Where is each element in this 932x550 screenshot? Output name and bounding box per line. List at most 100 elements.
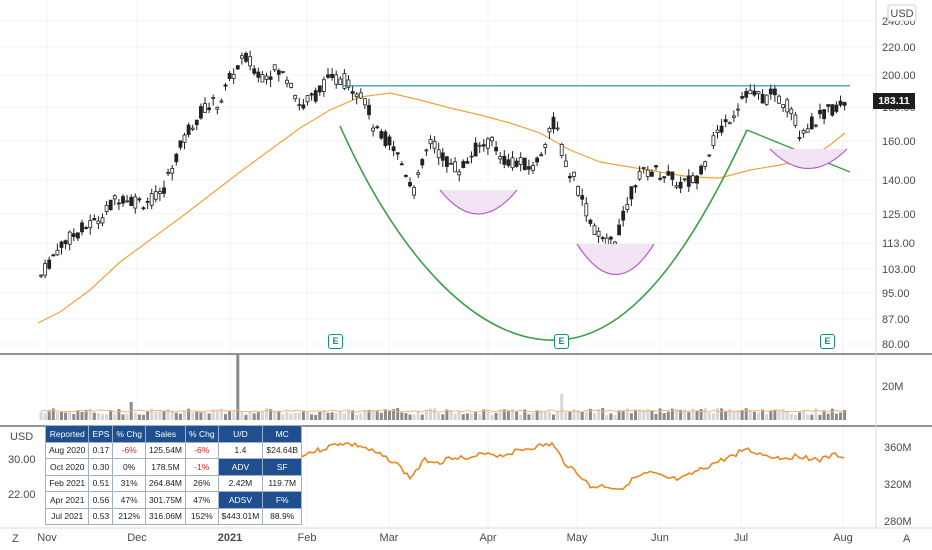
side-stat-cell: U/D (217, 425, 264, 443)
candle-body (707, 154, 712, 157)
volume-bar (465, 413, 469, 420)
volume-bar (133, 412, 137, 420)
candle-body (592, 225, 597, 235)
volume-bar (588, 408, 592, 420)
time-tick-label: Jun (651, 532, 669, 544)
volume-bar (716, 408, 719, 420)
volume-bar (429, 408, 432, 420)
candle-body (297, 104, 302, 107)
volume-bar (834, 413, 838, 420)
candle-body (494, 146, 499, 152)
candle-body (502, 155, 507, 165)
volume-bar (240, 411, 244, 420)
candle-body (293, 94, 298, 100)
corner-left-label[interactable]: Z (12, 533, 19, 545)
candle-body (510, 157, 515, 169)
lower-left-tick-label: 22.00 (8, 489, 36, 501)
volume-bar (363, 410, 367, 420)
volume-bar (666, 411, 670, 420)
candle-body (88, 220, 93, 229)
price-tick-label: 103.00 (882, 264, 916, 276)
volume-bar (728, 408, 732, 420)
candle-body (371, 127, 376, 132)
candle-body (367, 104, 371, 116)
side-stat-cell: $24.64B (262, 441, 303, 459)
candle-body (305, 95, 310, 103)
volume-bar (830, 408, 834, 420)
candle-body (830, 104, 835, 116)
candle-body (662, 176, 667, 179)
price-tick-label: 160.00 (882, 136, 916, 148)
time-tick-label: May (567, 532, 588, 544)
candle-body (383, 131, 388, 146)
volume-bar (506, 410, 510, 420)
volume-bar (531, 413, 535, 420)
candle-body (522, 157, 527, 171)
earnings-marker-1[interactable]: E (328, 334, 343, 349)
earnings-marker-3[interactable]: E (820, 334, 835, 349)
candle-body (637, 170, 642, 180)
volume-bar (584, 412, 588, 420)
volume-bar (80, 411, 84, 420)
candle-body (63, 240, 68, 245)
volume-bar (543, 411, 547, 420)
volume-bar (88, 408, 92, 420)
table-cell: 178.5M (144, 458, 187, 476)
candle-body (153, 191, 158, 200)
side-stat-cell: ADSV (217, 491, 264, 509)
candle-body (617, 224, 621, 236)
volume-bar (675, 408, 678, 420)
candle-body (535, 157, 539, 163)
candle-body (834, 104, 839, 112)
candle-body (174, 153, 179, 163)
volume-bar (757, 412, 760, 420)
candle-body (309, 93, 314, 96)
candle-body (182, 134, 187, 143)
candle-body (736, 108, 740, 111)
candle-body (100, 217, 105, 224)
candle-body (457, 171, 462, 176)
time-tick-label: Nov (37, 532, 57, 544)
candle-body (785, 99, 790, 113)
lower-currency-label: USD (10, 431, 33, 443)
candle-body (350, 91, 355, 94)
volume-bar (92, 412, 96, 420)
volume-bar (511, 409, 514, 420)
candle-body (412, 187, 417, 196)
volume-bar (683, 409, 687, 420)
volume-bar (121, 414, 125, 420)
volume-bar (293, 412, 297, 420)
volume-bar (433, 408, 437, 420)
volume-bar (277, 410, 281, 420)
table-header-cell: % Chg (185, 425, 219, 443)
earnings-marker-2[interactable]: E (554, 334, 569, 349)
table-cell: 152% (185, 507, 219, 525)
price-tick-label: 140.00 (882, 175, 916, 187)
candle-body (362, 98, 367, 106)
volume-bar (289, 413, 293, 420)
volume-bar (43, 413, 47, 420)
candle-body (338, 78, 343, 85)
volume-bar (318, 411, 322, 420)
volume-bar (703, 408, 707, 420)
volume-bar (494, 412, 498, 420)
volume-bar (670, 408, 674, 420)
corner-right-label[interactable]: A (903, 533, 911, 545)
fundamentals-table: Reported EPS% Chg Sales% Chg U/D MC Aug 2020 0… (44, 425, 303, 525)
candle-body (408, 182, 412, 187)
candle-body (629, 186, 634, 200)
candle-body (674, 185, 679, 188)
time-tick-label: 2021 (218, 532, 242, 544)
volume-bar (84, 409, 88, 420)
candle-body (576, 186, 580, 196)
candle-body (117, 202, 121, 205)
volume-bar (695, 410, 699, 420)
price-axis: 240.00220.00200.00180.00160.00140.00125.… (882, 16, 916, 351)
candle-body (686, 175, 691, 187)
candle-body (104, 204, 109, 212)
volume-bar (789, 413, 793, 420)
candle-body (768, 88, 773, 95)
candle-body (818, 109, 822, 115)
side-stat-cell: 1.4 (217, 441, 264, 459)
candle-body (777, 95, 781, 104)
